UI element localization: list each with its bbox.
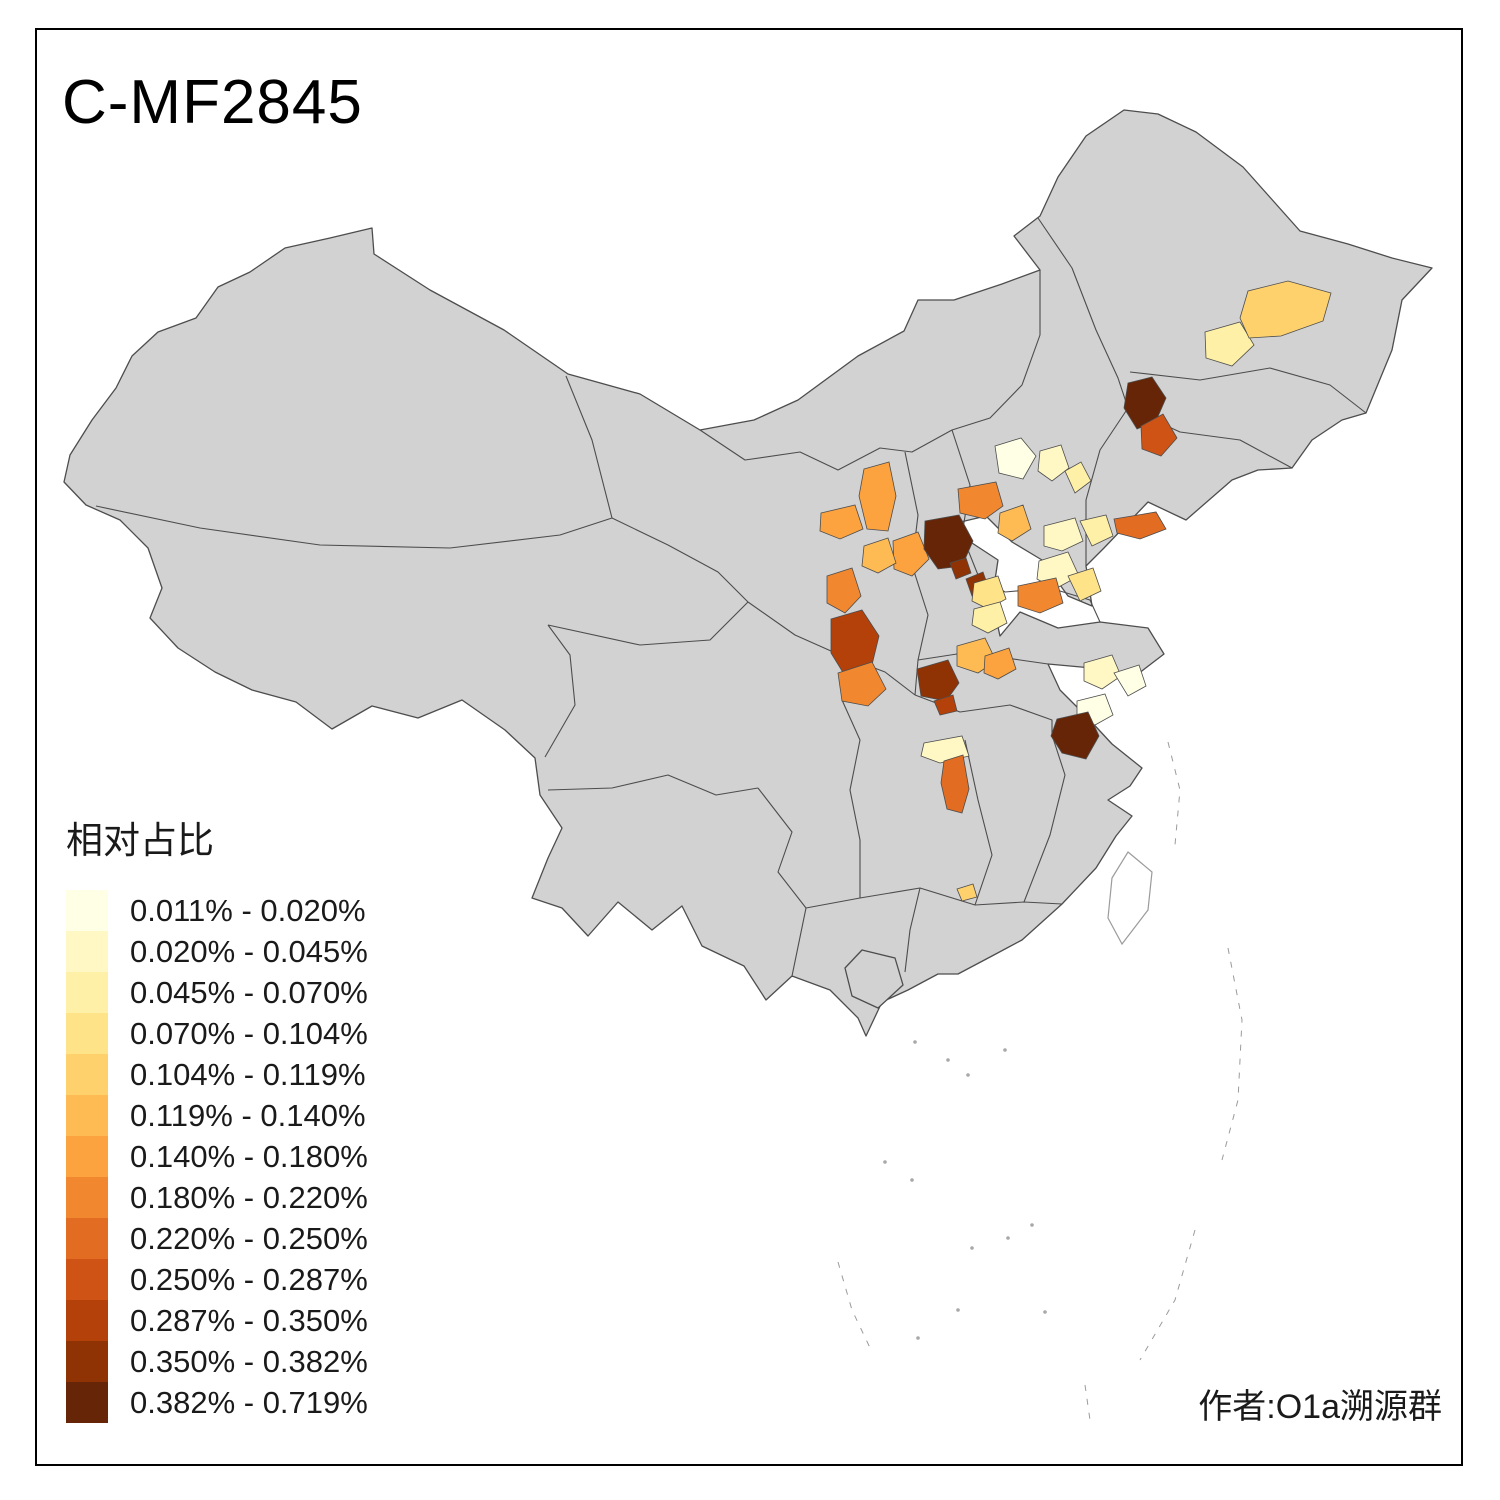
taiwan-island [1107,851,1153,946]
legend-swatch [66,972,108,1013]
legend-label: 0.119% - 0.140% [130,1097,366,1133]
island-dots [883,1040,1047,1340]
legend-label: 0.045% - 0.070% [130,974,368,1010]
legend-row: 0.180% - 0.220% [66,1177,368,1218]
colored-region [957,481,1004,520]
legend-row: 0.070% - 0.104% [66,1013,368,1054]
legend-label: 0.104% - 0.119% [130,1056,366,1092]
colored-region [1017,577,1064,614]
colored-region [819,504,864,540]
legend-label: 0.140% - 0.180% [130,1138,368,1174]
legend-swatch [66,1013,108,1054]
china-mainland [63,109,1433,1037]
colored-region [1050,711,1100,760]
legend-row: 0.104% - 0.119% [66,1054,368,1095]
legend-label: 0.382% - 0.719% [130,1384,368,1420]
legend-label: 0.180% - 0.220% [130,1179,368,1215]
colored-region [1064,461,1092,494]
legend-rows: 0.011% - 0.020% 0.020% - 0.045% 0.045% - 0… [66,890,368,1423]
colored-region [858,461,897,532]
legend-label: 0.220% - 0.250% [130,1220,368,1256]
legend-swatch [66,1300,108,1341]
hainan-island [844,949,904,1009]
legend-label: 0.070% - 0.104% [130,1015,368,1051]
legend-row: 0.011% - 0.020% [66,890,368,931]
legend-label: 0.350% - 0.382% [130,1343,368,1379]
legend-swatch [66,1054,108,1095]
legend-title: 相对占比 [66,820,214,861]
colored-region [1140,413,1178,457]
colored-region [994,437,1037,480]
colored-region [997,504,1032,542]
colored-region [1043,517,1084,552]
colored-region [1113,511,1167,540]
legend-label: 0.011% - 0.020% [130,892,366,928]
legend-row: 0.119% - 0.140% [66,1095,368,1136]
legend-swatch [66,931,108,972]
legend-swatch [66,1095,108,1136]
colored-region [826,567,862,614]
colored-region [916,659,960,702]
legend-row: 0.140% - 0.180% [66,1136,368,1177]
legend-swatch [66,1218,108,1259]
colored-region [983,647,1017,680]
colored-region [971,601,1008,634]
legend-swatch [66,1382,108,1423]
page-title: C-MF2845 [62,68,363,137]
legend: 相对占比 0.011% - 0.020% 0.020% - 0.045% 0.045… [66,810,368,1423]
legend-row: 0.020% - 0.045% [66,931,368,972]
colored-region [1037,444,1070,482]
legend-swatch [66,1341,108,1382]
legend-swatch [66,1177,108,1218]
colored-region [956,883,978,902]
legend-label: 0.287% - 0.350% [130,1302,368,1338]
colored-region [933,694,958,716]
colored-region [1079,514,1114,547]
colored-region [940,754,970,814]
colored-region [1204,321,1255,367]
legend-row: 0.287% - 0.350% [66,1300,368,1341]
legend-row: 0.250% - 0.287% [66,1259,368,1300]
legend-swatch [66,1136,108,1177]
legend-label: 0.250% - 0.287% [130,1261,368,1297]
colored-region [1067,567,1102,602]
colored-region [1083,654,1122,690]
legend-row: 0.045% - 0.070% [66,972,368,1013]
colored-region [1113,664,1147,697]
colored-region [861,537,897,574]
colored-region [1239,280,1332,339]
legend-row: 0.382% - 0.719% [66,1382,368,1423]
colored-region [837,661,887,707]
legend-row: 0.220% - 0.250% [66,1218,368,1259]
legend-swatch [66,1259,108,1300]
south-china-sea-boundary [837,741,1243,1421]
author-credit: 作者:O1a溯源群 [1198,1388,1442,1426]
legend-row: 0.350% - 0.382% [66,1341,368,1382]
colored-region [949,557,972,580]
legend-label: 0.020% - 0.045% [130,933,368,969]
legend-swatch [66,890,108,931]
colored-regions [819,280,1332,902]
